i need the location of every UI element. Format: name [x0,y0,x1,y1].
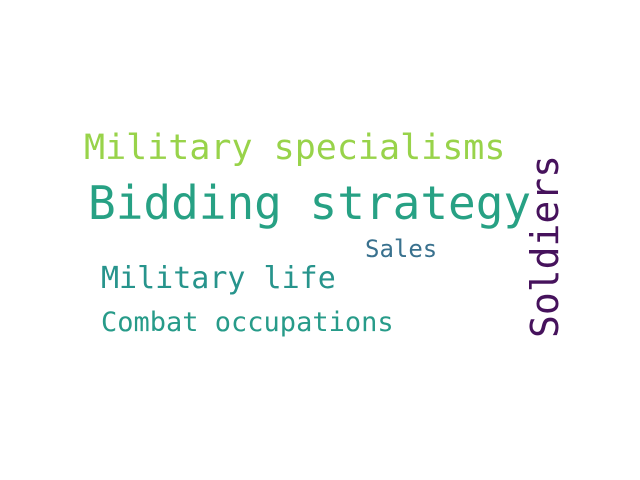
word-military-life: Military life [101,261,336,296]
word-combat-occupations: Combat occupations [101,307,394,338]
word-military-specialisms: Military specialisms [84,128,506,168]
word-soldiers: Soldiers [523,155,567,339]
word-bidding-strategy: Bidding strategy [88,176,532,230]
word-sales: Sales [365,235,438,263]
